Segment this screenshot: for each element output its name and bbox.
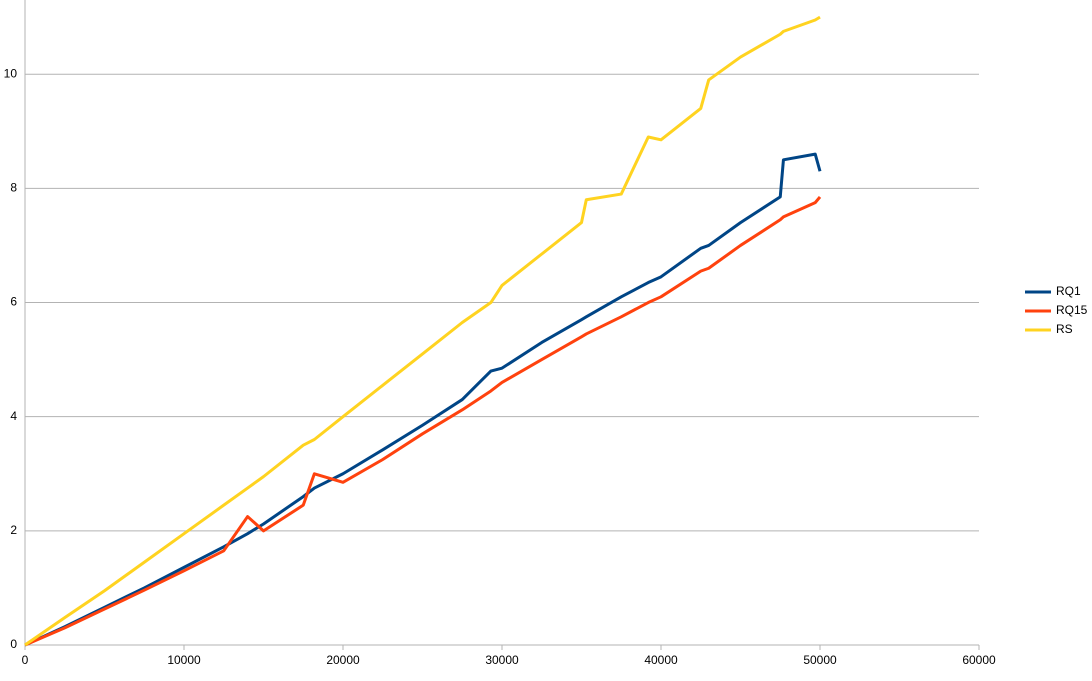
legend-label: RS — [1056, 322, 1073, 336]
y-tick-label: 0 — [10, 637, 17, 651]
legend-label: RQ15 — [1056, 303, 1088, 317]
legend-label: RQ1 — [1056, 284, 1081, 298]
x-tick-label: 20000 — [326, 653, 360, 667]
y-tick-label: 6 — [10, 295, 17, 309]
x-tick-label: 30000 — [485, 653, 519, 667]
y-tick-label: 2 — [10, 523, 17, 537]
x-tick-label: 50000 — [803, 653, 837, 667]
series-line — [24, 195, 822, 647]
y-tick-label: 10 — [4, 66, 18, 80]
series-line — [24, 152, 822, 647]
x-tick-label: 0 — [22, 653, 29, 667]
series-line — [24, 15, 821, 647]
y-tick-label: 8 — [10, 181, 17, 195]
y-tick-label: 4 — [10, 409, 17, 423]
x-tick-label: 60000 — [962, 653, 996, 667]
x-tick-label: 10000 — [167, 653, 201, 667]
x-tick-label: 40000 — [644, 653, 678, 667]
